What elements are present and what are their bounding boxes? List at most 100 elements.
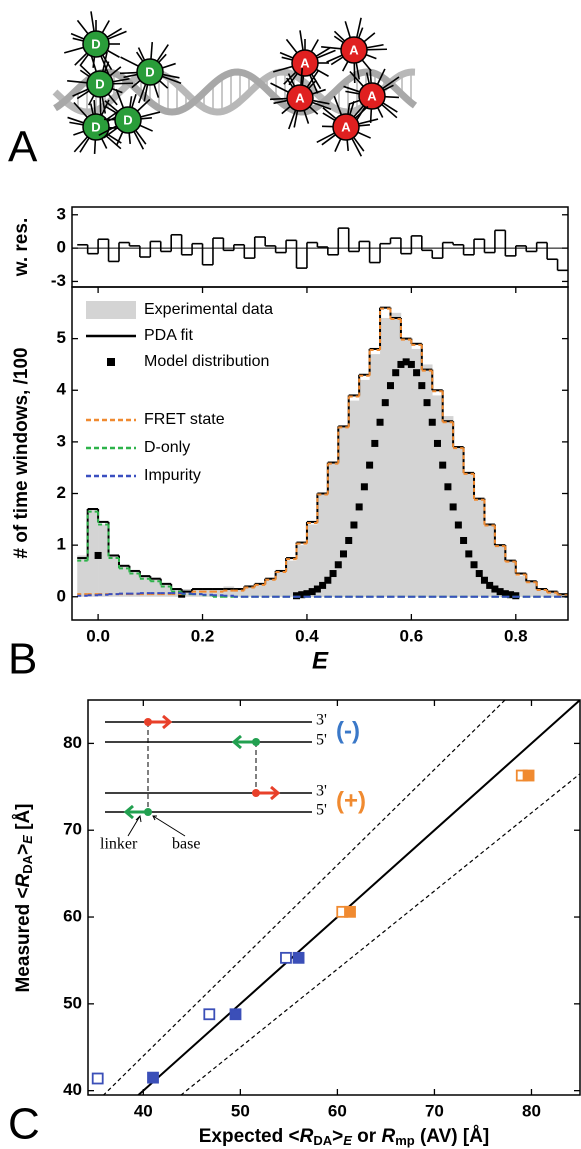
dye-label: D [91, 119, 100, 134]
model-point [371, 439, 379, 447]
model-point [355, 503, 363, 511]
histogram-bar [411, 348, 423, 597]
strand-end: 5' [316, 802, 327, 819]
model-point [402, 358, 410, 366]
dye-linker [115, 88, 126, 111]
dye-linker [363, 48, 388, 51]
scatter-point [147, 1071, 159, 1084]
dye-linker [120, 56, 142, 69]
histogram-bar [463, 472, 475, 597]
model-point [350, 521, 358, 529]
model-point [501, 590, 509, 598]
label-part: DA [20, 854, 35, 873]
histogram-bar [286, 560, 297, 597]
model-point [470, 561, 478, 569]
dye-linker [131, 128, 145, 150]
histogram-bar [233, 589, 245, 597]
dye [291, 49, 319, 77]
histogram-bar [265, 578, 276, 597]
histogram-bar [108, 555, 120, 597]
model-point [345, 536, 353, 544]
histogram-bar [400, 338, 412, 597]
histogram-bar [296, 545, 308, 597]
dye-linker [353, 59, 356, 84]
legend-swatch [86, 301, 136, 319]
histogram-bar [77, 555, 88, 597]
model-point [366, 461, 374, 469]
dye [136, 58, 164, 86]
label-part: DA [313, 1133, 332, 1148]
dye-linker [99, 93, 102, 118]
model-point [480, 576, 488, 584]
legend-label: Model distribution [144, 353, 269, 370]
scatter-point [522, 769, 535, 782]
dye-linker [313, 49, 336, 60]
histogram-bar [526, 581, 537, 597]
dye-label: D [123, 112, 132, 127]
dye [340, 36, 368, 64]
dye-linker [159, 74, 182, 84]
label-part: E [343, 1133, 352, 1148]
model-point [339, 550, 347, 558]
model-point [439, 461, 447, 469]
scatter-point [280, 951, 292, 964]
dye [82, 30, 110, 58]
label-part: R [13, 873, 34, 887]
histogram-bar [547, 591, 558, 597]
plot-frame [71, 286, 569, 621]
label-part: mp [395, 1133, 415, 1148]
dye-linker [73, 101, 90, 121]
histogram-bar [150, 578, 162, 597]
inset: 3' 5' 3' 5' (-) (+) linker base [100, 712, 366, 853]
histogram-bar [515, 576, 527, 597]
x-tick-label: 0.2 [191, 626, 215, 645]
y-tick-label: -3 [51, 271, 66, 290]
histogram-bar [171, 589, 182, 597]
histogram-bar [380, 317, 391, 597]
pointer [127, 814, 142, 837]
legend-swatch [107, 358, 115, 366]
label-part: [Å] [13, 803, 34, 835]
dye [114, 106, 142, 134]
histogram-bar [317, 493, 329, 597]
y-tick-label: 3 [57, 431, 66, 450]
model-point [475, 570, 483, 578]
scatter-point [344, 905, 356, 918]
backbone [52, 68, 416, 116]
legend-label: Experimental data [144, 301, 273, 318]
scatter-point [229, 1008, 242, 1021]
y-tick-label: 1 [57, 535, 66, 554]
y-tick-label: 5 [57, 328, 66, 347]
model-point [486, 581, 494, 589]
strand-end: 3' [316, 783, 327, 800]
dye-linker [64, 45, 87, 54]
model-point [465, 550, 473, 558]
model-point [449, 503, 457, 511]
x-tick-label: 40 [134, 1101, 153, 1120]
annotation: linker [100, 836, 138, 853]
x-axis-label: Expected <RDA>E or Rmp (AV) [Å] [199, 1126, 490, 1148]
histogram-bar [118, 565, 130, 597]
dye-linker [67, 79, 91, 84]
dye-label: A [367, 88, 377, 103]
histogram-bar [306, 524, 318, 597]
label-part: E [20, 835, 35, 844]
y-tick-label: 60 [63, 907, 82, 926]
histogram-bar [202, 589, 214, 597]
model-point [418, 382, 426, 390]
model-point [94, 551, 102, 559]
dye-linker [104, 30, 127, 41]
dye [86, 70, 114, 98]
x-tick-label: 0.8 [504, 626, 528, 645]
model-point [507, 591, 515, 599]
dye-linker [321, 45, 345, 50]
dye-linker [137, 111, 161, 119]
model-point [397, 360, 405, 368]
state-label: (-) [336, 717, 360, 744]
histogram-bar [87, 509, 99, 597]
label-part: > [13, 844, 34, 855]
model-point [319, 581, 327, 589]
panel-label: B [8, 635, 37, 684]
histogram-bar [275, 570, 287, 597]
arrow-red [148, 714, 281, 801]
